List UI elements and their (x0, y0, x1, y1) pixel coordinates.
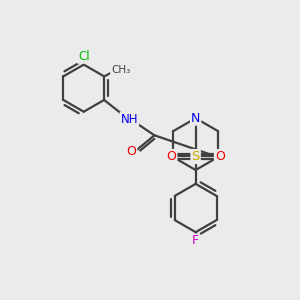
Text: O: O (215, 150, 225, 163)
Text: CH₃: CH₃ (111, 65, 130, 75)
Text: F: F (192, 235, 199, 248)
Text: NH: NH (121, 112, 138, 126)
Text: S: S (191, 150, 200, 163)
Text: Cl: Cl (78, 50, 90, 63)
Text: O: O (167, 150, 176, 163)
Text: N: N (191, 112, 200, 125)
Text: O: O (127, 145, 136, 158)
